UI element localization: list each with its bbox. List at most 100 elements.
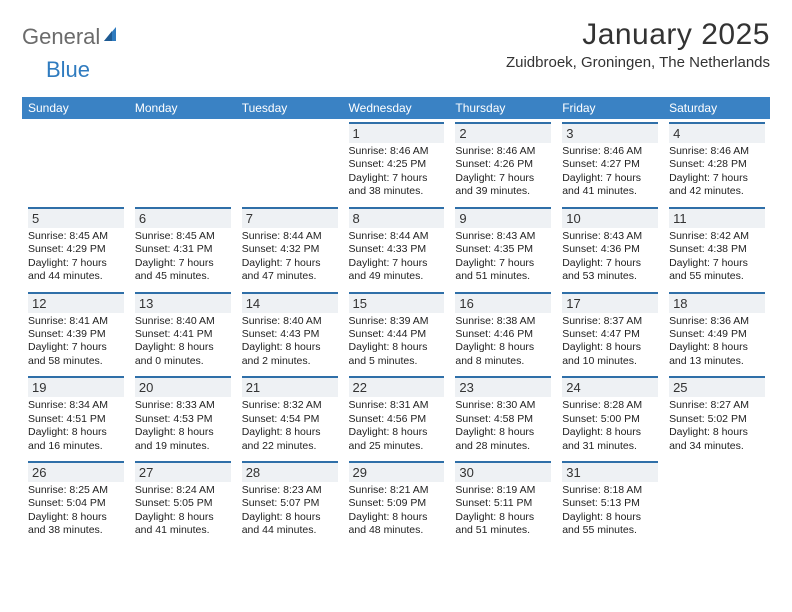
day-details: Sunrise: 8:23 AMSunset: 5:07 PMDaylight:… <box>242 484 338 538</box>
day-cell <box>129 119 236 204</box>
day-cell: 29Sunrise: 8:21 AMSunset: 5:09 PMDayligh… <box>343 458 450 543</box>
sunset-line: Sunset: 4:58 PM <box>455 413 551 426</box>
sunrise-line: Sunrise: 8:43 AM <box>455 230 551 243</box>
daylight-line: Daylight: 8 hours and 41 minutes. <box>135 511 231 538</box>
week-row: 1Sunrise: 8:46 AMSunset: 4:25 PMDaylight… <box>22 119 770 204</box>
logo-text-blue: Blue <box>46 57 90 82</box>
day-number: 22 <box>349 376 445 397</box>
day-details: Sunrise: 8:19 AMSunset: 5:11 PMDaylight:… <box>455 484 551 538</box>
sunset-line: Sunset: 4:49 PM <box>669 328 765 341</box>
day-cell: 23Sunrise: 8:30 AMSunset: 4:58 PMDayligh… <box>449 373 556 458</box>
sunset-line: Sunset: 4:53 PM <box>135 413 231 426</box>
day-cell: 30Sunrise: 8:19 AMSunset: 5:11 PMDayligh… <box>449 458 556 543</box>
day-details: Sunrise: 8:28 AMSunset: 5:00 PMDaylight:… <box>562 399 658 453</box>
day-cell: 11Sunrise: 8:42 AMSunset: 4:38 PMDayligh… <box>663 204 770 289</box>
day-number: 9 <box>455 207 551 228</box>
sunrise-line: Sunrise: 8:40 AM <box>242 315 338 328</box>
sunrise-line: Sunrise: 8:36 AM <box>669 315 765 328</box>
day-details: Sunrise: 8:36 AMSunset: 4:49 PMDaylight:… <box>669 315 765 369</box>
sunrise-line: Sunrise: 8:34 AM <box>28 399 124 412</box>
day-cell <box>663 458 770 543</box>
day-cell: 20Sunrise: 8:33 AMSunset: 4:53 PMDayligh… <box>129 373 236 458</box>
dow-monday: Monday <box>129 97 236 119</box>
day-details: Sunrise: 8:37 AMSunset: 4:47 PMDaylight:… <box>562 315 658 369</box>
day-cell: 27Sunrise: 8:24 AMSunset: 5:05 PMDayligh… <box>129 458 236 543</box>
day-number: 21 <box>242 376 338 397</box>
day-cell: 3Sunrise: 8:46 AMSunset: 4:27 PMDaylight… <box>556 119 663 204</box>
day-cell: 21Sunrise: 8:32 AMSunset: 4:54 PMDayligh… <box>236 373 343 458</box>
day-cell: 22Sunrise: 8:31 AMSunset: 4:56 PMDayligh… <box>343 373 450 458</box>
day-cell: 6Sunrise: 8:45 AMSunset: 4:31 PMDaylight… <box>129 204 236 289</box>
day-cell: 4Sunrise: 8:46 AMSunset: 4:28 PMDaylight… <box>663 119 770 204</box>
day-details: Sunrise: 8:44 AMSunset: 4:33 PMDaylight:… <box>349 230 445 284</box>
day-number: 26 <box>28 461 124 482</box>
day-cell: 10Sunrise: 8:43 AMSunset: 4:36 PMDayligh… <box>556 204 663 289</box>
location-text: Zuidbroek, Groningen, The Netherlands <box>506 54 770 71</box>
sunrise-line: Sunrise: 8:31 AM <box>349 399 445 412</box>
sunrise-line: Sunrise: 8:40 AM <box>135 315 231 328</box>
day-number: 27 <box>135 461 231 482</box>
day-number: 31 <box>562 461 658 482</box>
day-number: 8 <box>349 207 445 228</box>
day-number: 15 <box>349 292 445 313</box>
week-row: 12Sunrise: 8:41 AMSunset: 4:39 PMDayligh… <box>22 289 770 374</box>
month-title: January 2025 <box>506 18 770 52</box>
day-details: Sunrise: 8:31 AMSunset: 4:56 PMDaylight:… <box>349 399 445 453</box>
sunrise-line: Sunrise: 8:18 AM <box>562 484 658 497</box>
sunset-line: Sunset: 4:35 PM <box>455 243 551 256</box>
day-cell: 5Sunrise: 8:45 AMSunset: 4:29 PMDaylight… <box>22 204 129 289</box>
day-cell: 17Sunrise: 8:37 AMSunset: 4:47 PMDayligh… <box>556 289 663 374</box>
day-details: Sunrise: 8:40 AMSunset: 4:41 PMDaylight:… <box>135 315 231 369</box>
day-number: 25 <box>669 376 765 397</box>
sunset-line: Sunset: 4:32 PM <box>242 243 338 256</box>
daylight-line: Daylight: 7 hours and 53 minutes. <box>562 257 658 284</box>
day-details: Sunrise: 8:30 AMSunset: 4:58 PMDaylight:… <box>455 399 551 453</box>
day-number: 12 <box>28 292 124 313</box>
day-details: Sunrise: 8:46 AMSunset: 4:25 PMDaylight:… <box>349 145 445 199</box>
day-details: Sunrise: 8:18 AMSunset: 5:13 PMDaylight:… <box>562 484 658 538</box>
dow-sunday: Sunday <box>22 97 129 119</box>
sunset-line: Sunset: 4:28 PM <box>669 158 765 171</box>
daylight-line: Daylight: 8 hours and 22 minutes. <box>242 426 338 453</box>
day-cell: 12Sunrise: 8:41 AMSunset: 4:39 PMDayligh… <box>22 289 129 374</box>
sunrise-line: Sunrise: 8:41 AM <box>28 315 124 328</box>
sunrise-line: Sunrise: 8:44 AM <box>349 230 445 243</box>
day-details: Sunrise: 8:24 AMSunset: 5:05 PMDaylight:… <box>135 484 231 538</box>
day-details: Sunrise: 8:46 AMSunset: 4:28 PMDaylight:… <box>669 145 765 199</box>
sunrise-line: Sunrise: 8:27 AM <box>669 399 765 412</box>
day-cell: 31Sunrise: 8:18 AMSunset: 5:13 PMDayligh… <box>556 458 663 543</box>
day-number: 1 <box>349 122 445 143</box>
sunrise-line: Sunrise: 8:24 AM <box>135 484 231 497</box>
day-details: Sunrise: 8:43 AMSunset: 4:36 PMDaylight:… <box>562 230 658 284</box>
sunrise-line: Sunrise: 8:45 AM <box>135 230 231 243</box>
daylight-line: Daylight: 8 hours and 8 minutes. <box>455 341 551 368</box>
day-cell: 8Sunrise: 8:44 AMSunset: 4:33 PMDaylight… <box>343 204 450 289</box>
sunrise-line: Sunrise: 8:37 AM <box>562 315 658 328</box>
daylight-line: Daylight: 8 hours and 55 minutes. <box>562 511 658 538</box>
daylight-line: Daylight: 7 hours and 47 minutes. <box>242 257 338 284</box>
sunrise-line: Sunrise: 8:19 AM <box>455 484 551 497</box>
day-details: Sunrise: 8:33 AMSunset: 4:53 PMDaylight:… <box>135 399 231 453</box>
sunset-line: Sunset: 4:44 PM <box>349 328 445 341</box>
daylight-line: Daylight: 8 hours and 34 minutes. <box>669 426 765 453</box>
sunrise-line: Sunrise: 8:46 AM <box>455 145 551 158</box>
day-cell: 1Sunrise: 8:46 AMSunset: 4:25 PMDaylight… <box>343 119 450 204</box>
day-number: 2 <box>455 122 551 143</box>
day-number: 18 <box>669 292 765 313</box>
day-cell: 26Sunrise: 8:25 AMSunset: 5:04 PMDayligh… <box>22 458 129 543</box>
daylight-line: Daylight: 8 hours and 13 minutes. <box>669 341 765 368</box>
daylight-line: Daylight: 7 hours and 51 minutes. <box>455 257 551 284</box>
day-cell: 16Sunrise: 8:38 AMSunset: 4:46 PMDayligh… <box>449 289 556 374</box>
daylight-line: Daylight: 8 hours and 44 minutes. <box>242 511 338 538</box>
day-details: Sunrise: 8:44 AMSunset: 4:32 PMDaylight:… <box>242 230 338 284</box>
day-number: 10 <box>562 207 658 228</box>
sunrise-line: Sunrise: 8:46 AM <box>669 145 765 158</box>
day-number: 3 <box>562 122 658 143</box>
day-cell <box>236 119 343 204</box>
sunset-line: Sunset: 5:00 PM <box>562 413 658 426</box>
day-cell: 28Sunrise: 8:23 AMSunset: 5:07 PMDayligh… <box>236 458 343 543</box>
sunset-line: Sunset: 5:11 PM <box>455 497 551 510</box>
daylight-line: Daylight: 8 hours and 2 minutes. <box>242 341 338 368</box>
day-number: 11 <box>669 207 765 228</box>
sunset-line: Sunset: 5:09 PM <box>349 497 445 510</box>
